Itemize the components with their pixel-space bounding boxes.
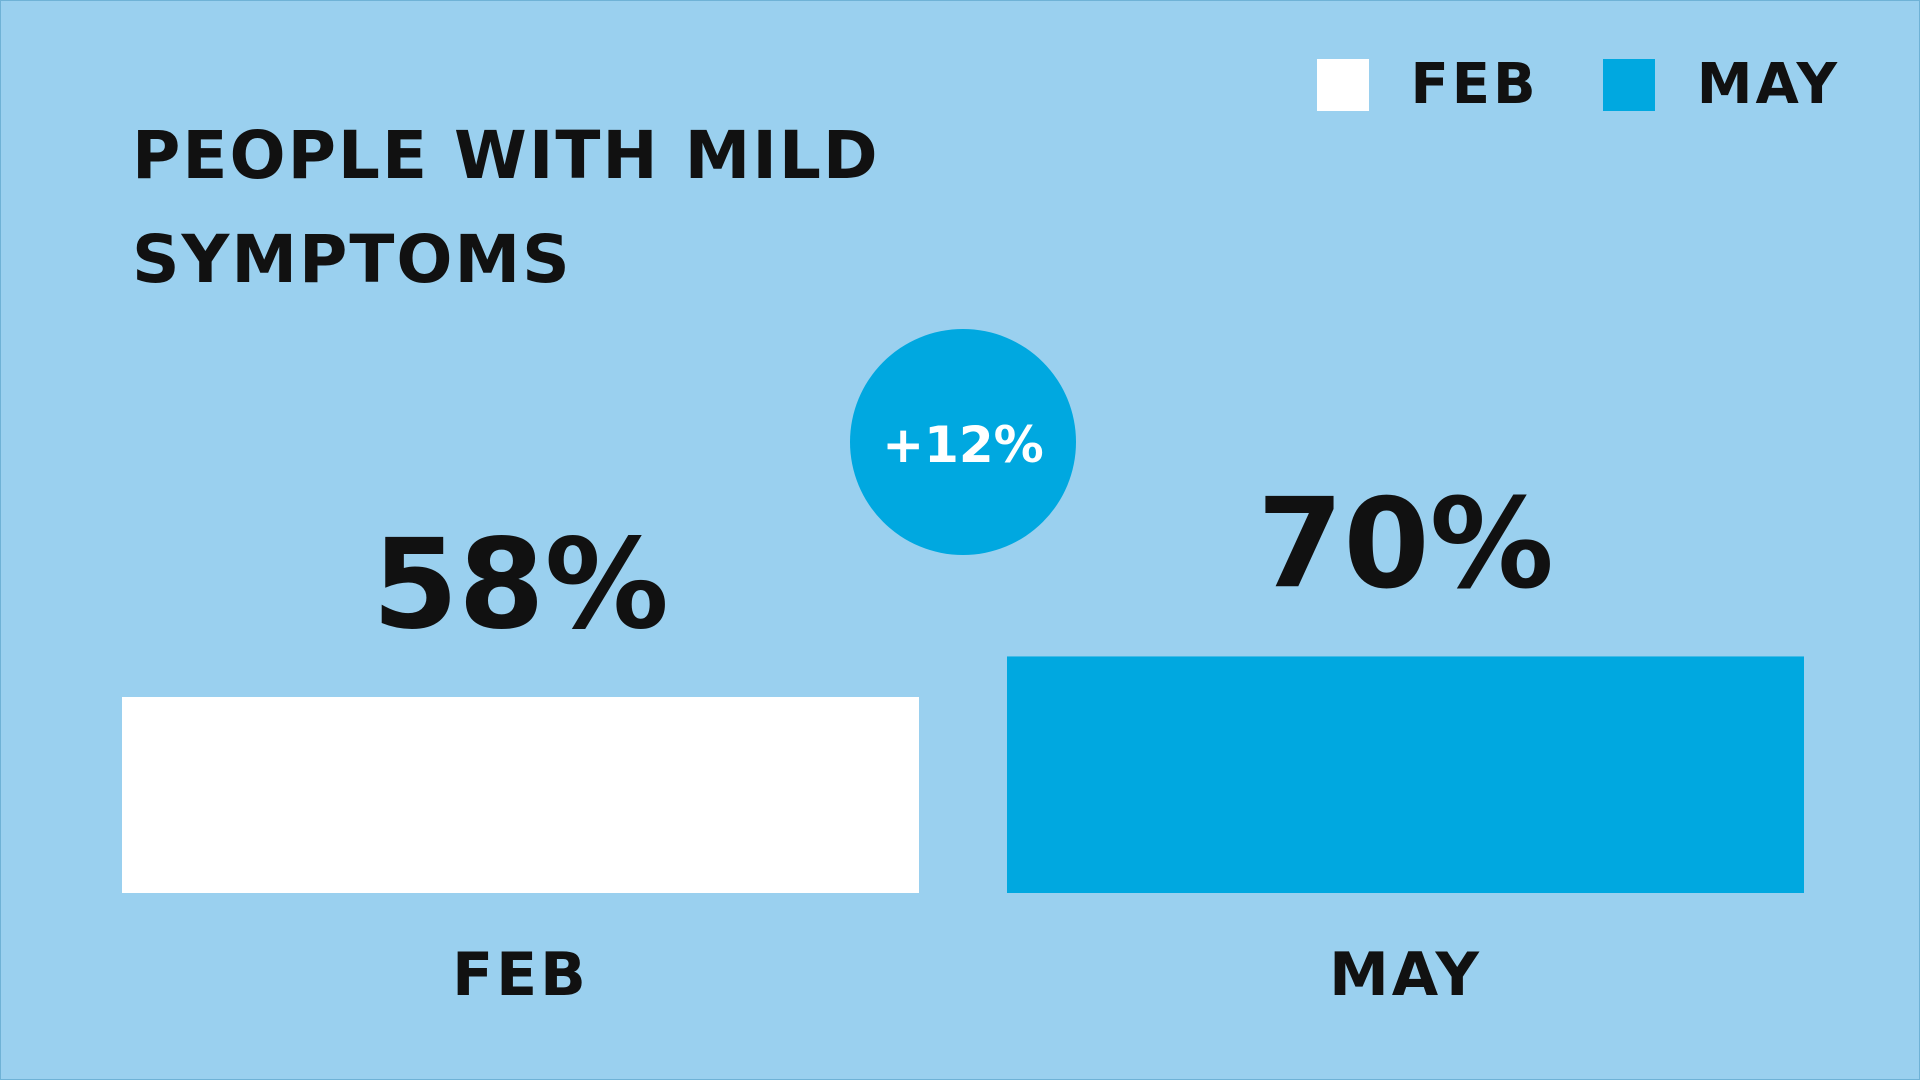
bars-layer: 58% FEB 70% MAY	[122, 472, 1804, 1010]
change-badge-text: +12%	[882, 416, 1044, 474]
chart-title: PEOPLE WITH MILD SYMPTOMS	[132, 104, 880, 312]
value-label-feb: 58%	[372, 513, 669, 657]
change-badge-circle	[850, 329, 1076, 555]
category-label-feb: FEB	[452, 940, 589, 1010]
legend-item-may: MAY	[1602, 52, 1840, 117]
legend-item-feb: FEB	[1316, 52, 1539, 117]
legend-swatch-may	[1602, 58, 1655, 111]
title-line-1: PEOPLE WITH MILD	[132, 117, 880, 194]
value-label-may: 70%	[1257, 472, 1554, 616]
title-line-2: SYMPTOMS	[132, 221, 572, 298]
bar-feb	[122, 697, 919, 893]
bar-may	[1007, 656, 1804, 893]
legend: FEB MAY	[1253, 52, 1840, 117]
category-label-may: MAY	[1329, 940, 1482, 1010]
legend-swatch-feb	[1316, 58, 1369, 111]
legend-label-feb: FEB	[1410, 52, 1539, 117]
legend-label-may: MAY	[1696, 52, 1840, 117]
change-badge: +12%	[850, 329, 1076, 555]
